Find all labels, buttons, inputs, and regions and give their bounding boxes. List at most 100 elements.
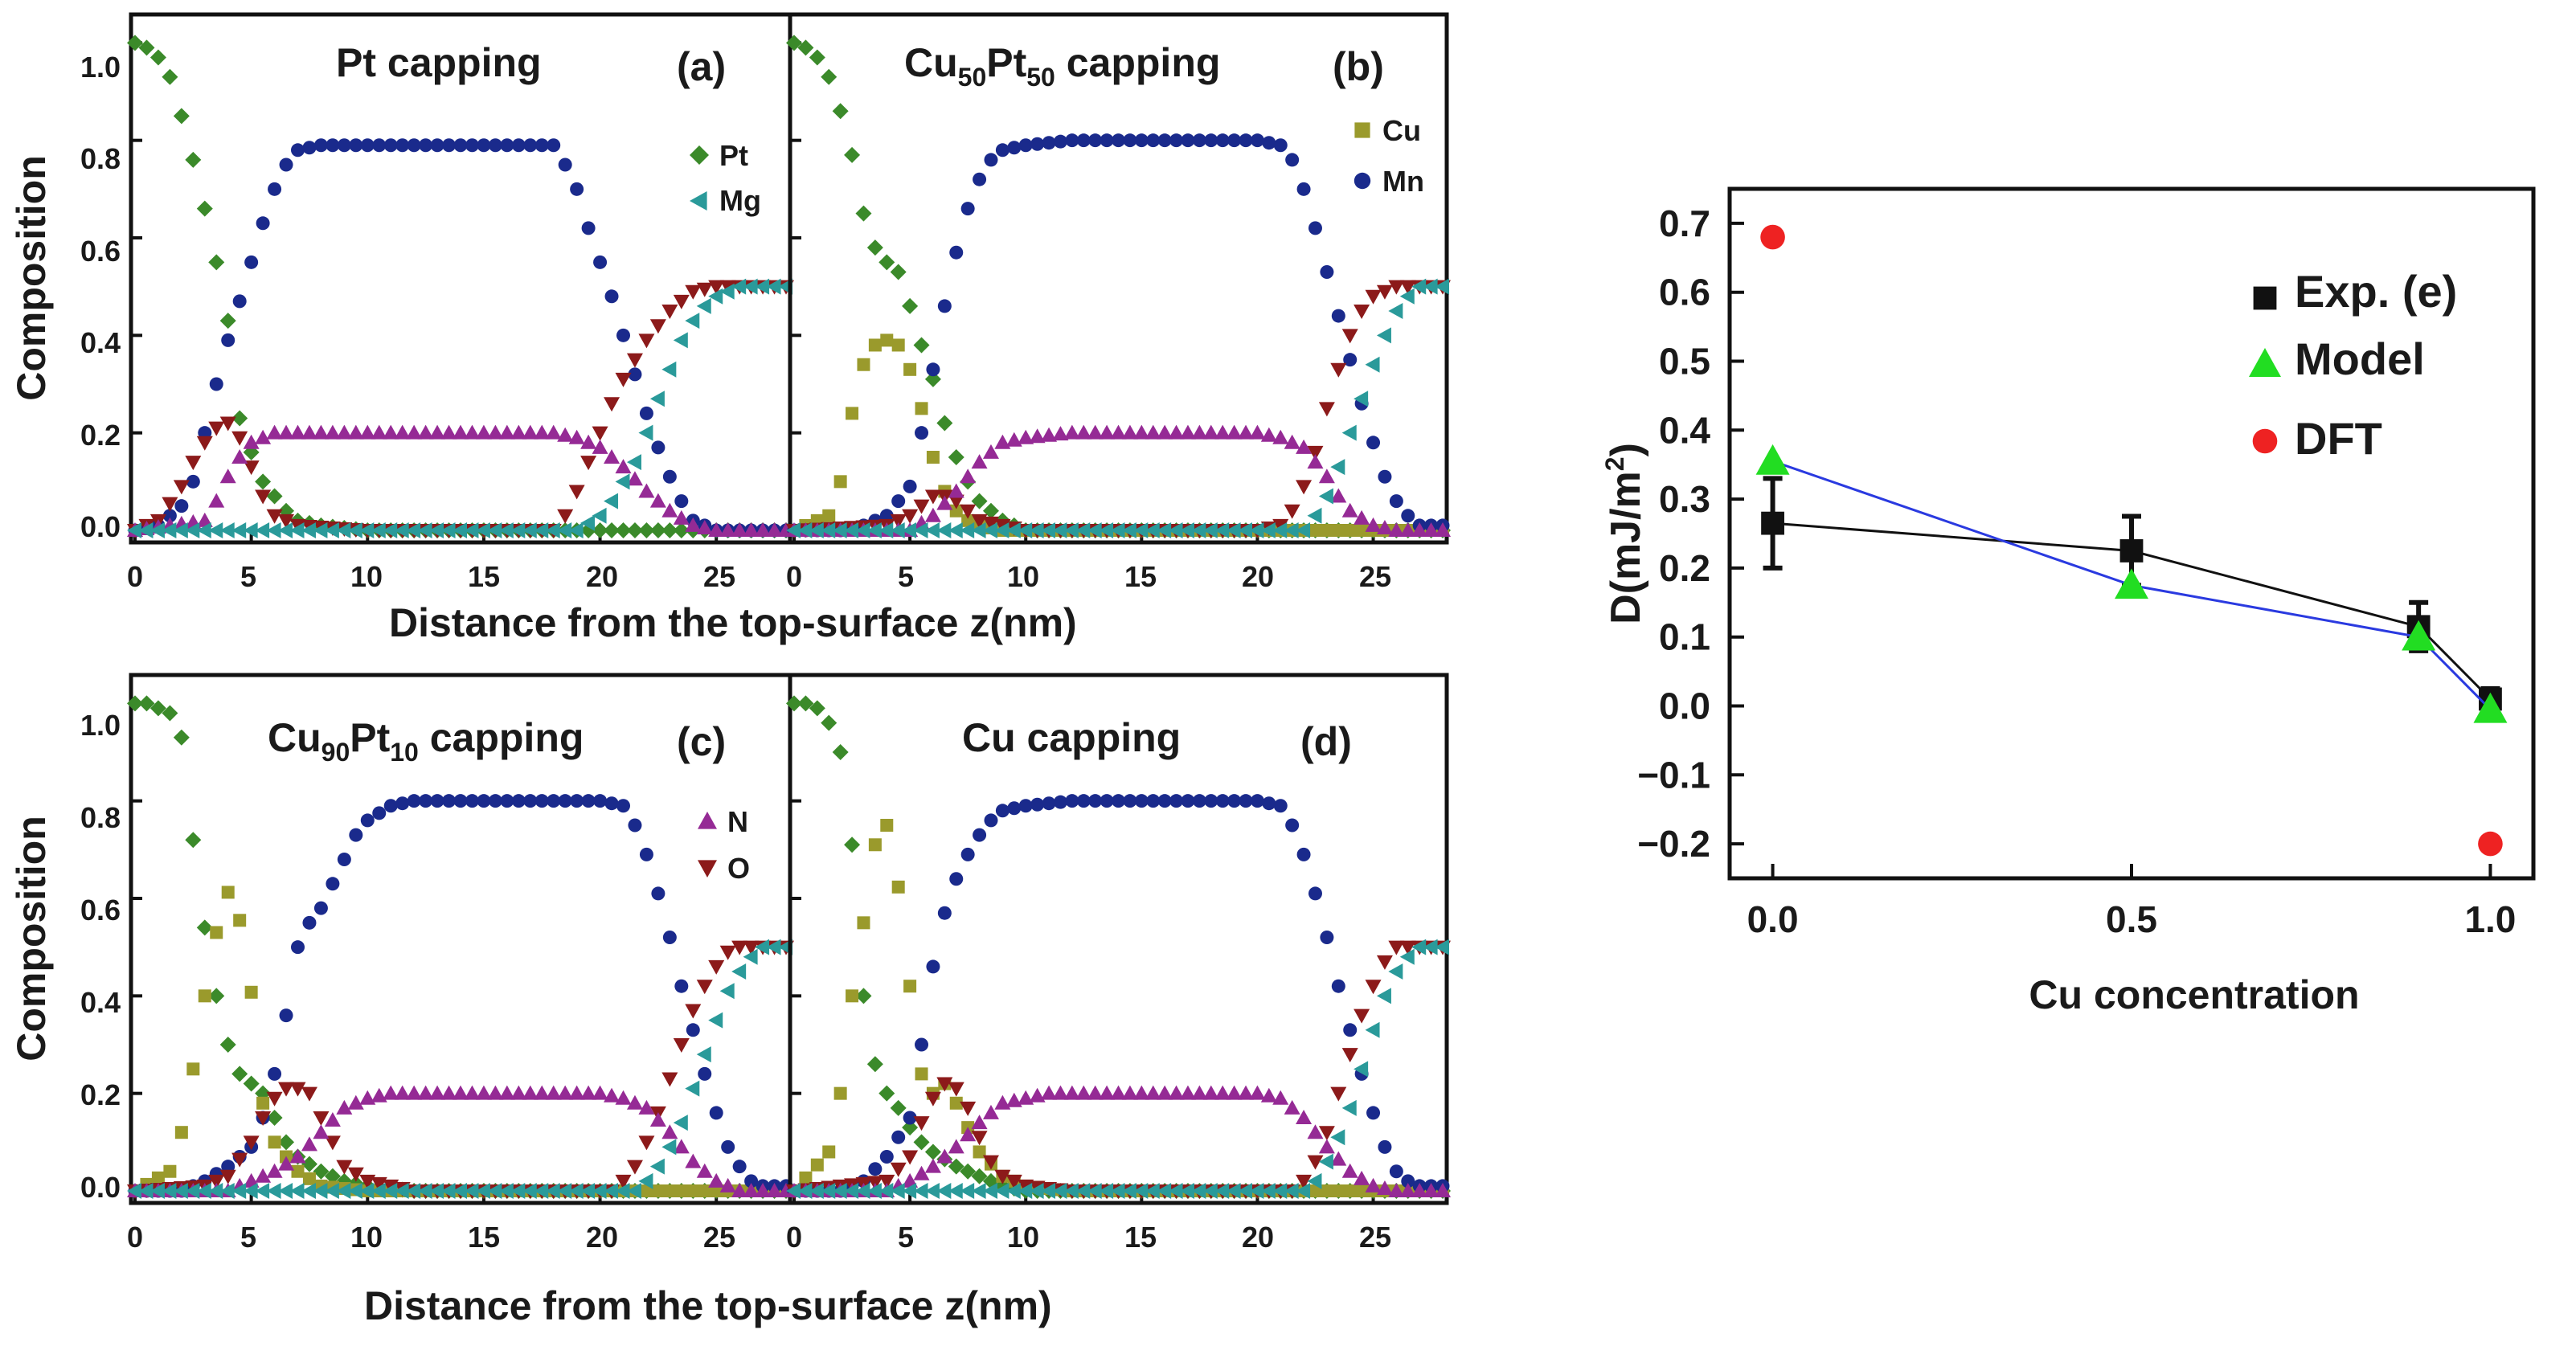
data-point-n bbox=[324, 424, 341, 440]
data-point-mn bbox=[442, 794, 457, 808]
data-point-mg bbox=[809, 1183, 824, 1199]
data-point-mg bbox=[821, 522, 836, 538]
data-point-pt bbox=[948, 449, 964, 465]
data-point-mg bbox=[1041, 1183, 1056, 1199]
data-point-n bbox=[1411, 1183, 1428, 1197]
data-point-mg bbox=[313, 1183, 328, 1199]
data-point-o bbox=[1376, 955, 1393, 970]
data-point-cu bbox=[846, 407, 859, 420]
panel-e-ylabel: D(mJ/m2) bbox=[1600, 443, 1649, 624]
data-point-n bbox=[301, 1136, 317, 1152]
data-point-mg bbox=[1226, 1183, 1241, 1199]
panel-c-ytick-label: 0.6 bbox=[80, 894, 121, 927]
data-point-n bbox=[453, 1085, 469, 1100]
data-point-mg bbox=[592, 1183, 607, 1199]
panel-a-xtick-label: 5 bbox=[240, 560, 256, 593]
panel-c-legend-label-o: O bbox=[727, 852, 750, 885]
data-point-n bbox=[1249, 424, 1266, 440]
data-point-n bbox=[902, 1172, 919, 1188]
data-point-pt bbox=[185, 151, 202, 168]
data-point-o bbox=[289, 1082, 306, 1097]
series-pt bbox=[786, 35, 1451, 538]
data-point-mn bbox=[360, 138, 375, 153]
data-point-mg bbox=[522, 1183, 537, 1199]
data-point-mn bbox=[1378, 469, 1392, 484]
data-point-mn bbox=[1308, 886, 1322, 901]
data-point-mg bbox=[185, 1183, 200, 1199]
data-point-mn bbox=[960, 847, 975, 861]
data-point-mg bbox=[498, 522, 514, 538]
data-point-mn bbox=[1320, 264, 1334, 279]
data-point-pt bbox=[855, 988, 872, 1004]
data-point-o bbox=[255, 489, 272, 505]
data-point-mn bbox=[1378, 1139, 1392, 1154]
data-point-o bbox=[982, 516, 999, 531]
data-point-cu bbox=[291, 1164, 305, 1178]
data-point-pt bbox=[809, 700, 825, 717]
data-point-mg bbox=[208, 1183, 223, 1199]
data-point-mg bbox=[324, 1183, 339, 1199]
data-point-mg bbox=[936, 1183, 952, 1199]
data-point-mn bbox=[395, 138, 410, 153]
panel-c-ytick-label: 0.4 bbox=[80, 986, 121, 1019]
data-point-mn bbox=[1007, 801, 1022, 816]
data-point-n bbox=[1260, 427, 1277, 442]
data-point-n bbox=[498, 424, 515, 440]
data-point-n bbox=[661, 502, 678, 518]
data-point-o bbox=[266, 1091, 283, 1107]
data-point-n bbox=[371, 1087, 387, 1102]
data-point-n bbox=[743, 522, 760, 537]
data-point-n bbox=[1296, 439, 1313, 454]
panel-b-label: (b) bbox=[1333, 44, 1384, 89]
data-point-mn bbox=[1112, 794, 1125, 808]
data-point-n bbox=[696, 1163, 713, 1178]
data-point-o bbox=[557, 509, 574, 524]
panel-d-xticks: 0 5 10 15 20 25 bbox=[786, 1221, 1391, 1254]
data-point-mn bbox=[1285, 153, 1300, 167]
data-point-mn bbox=[1204, 133, 1218, 148]
data-point-o bbox=[219, 416, 236, 432]
data-point-mn bbox=[442, 138, 457, 153]
data-point-mn bbox=[1366, 436, 1381, 450]
data-point-o bbox=[696, 980, 713, 995]
data-point-n bbox=[278, 424, 295, 440]
panel-a-xtick-label: 15 bbox=[468, 560, 500, 593]
data-point-mg bbox=[719, 283, 735, 300]
data-point-mg bbox=[866, 522, 882, 538]
data-point-mn bbox=[604, 796, 619, 811]
data-point-n bbox=[487, 424, 504, 440]
data-point-mg bbox=[1296, 522, 1311, 538]
data-point-mg bbox=[383, 1183, 398, 1199]
data-point-o bbox=[1354, 305, 1370, 319]
data-point-n bbox=[440, 424, 457, 440]
data-point-n bbox=[649, 1112, 666, 1127]
data-point-mn bbox=[313, 138, 328, 153]
data-point-mg bbox=[649, 391, 665, 407]
series-mn bbox=[787, 133, 1450, 538]
data-point-cu bbox=[868, 838, 882, 852]
data-point-n bbox=[1330, 488, 1347, 503]
data-point-cu bbox=[857, 358, 870, 371]
data-point-n bbox=[336, 1099, 353, 1115]
data-point-mg bbox=[196, 522, 211, 538]
data-point-n bbox=[1388, 522, 1405, 537]
data-point-n bbox=[510, 424, 527, 440]
data-point-o bbox=[162, 497, 178, 512]
data-point-mg bbox=[878, 1183, 894, 1199]
data-point-n bbox=[924, 507, 941, 522]
data-point-mn bbox=[500, 794, 514, 808]
panel-e-xlabel: Cu concentration bbox=[2029, 972, 2359, 1017]
data-point-mg bbox=[797, 522, 813, 538]
series-mn bbox=[128, 794, 793, 1198]
data-point-mg bbox=[1121, 522, 1136, 538]
data-point-o bbox=[936, 1077, 953, 1092]
data-point-mg bbox=[1133, 1183, 1149, 1199]
data-point-mg bbox=[429, 522, 444, 538]
data-point-o bbox=[902, 1150, 919, 1165]
data-point-n bbox=[1354, 1170, 1370, 1185]
data-point-n bbox=[971, 454, 988, 469]
data-point-n bbox=[1005, 1092, 1022, 1107]
data-point-mg bbox=[545, 522, 560, 538]
data-point-mn bbox=[1320, 931, 1334, 945]
data-point-mn bbox=[995, 804, 1010, 818]
